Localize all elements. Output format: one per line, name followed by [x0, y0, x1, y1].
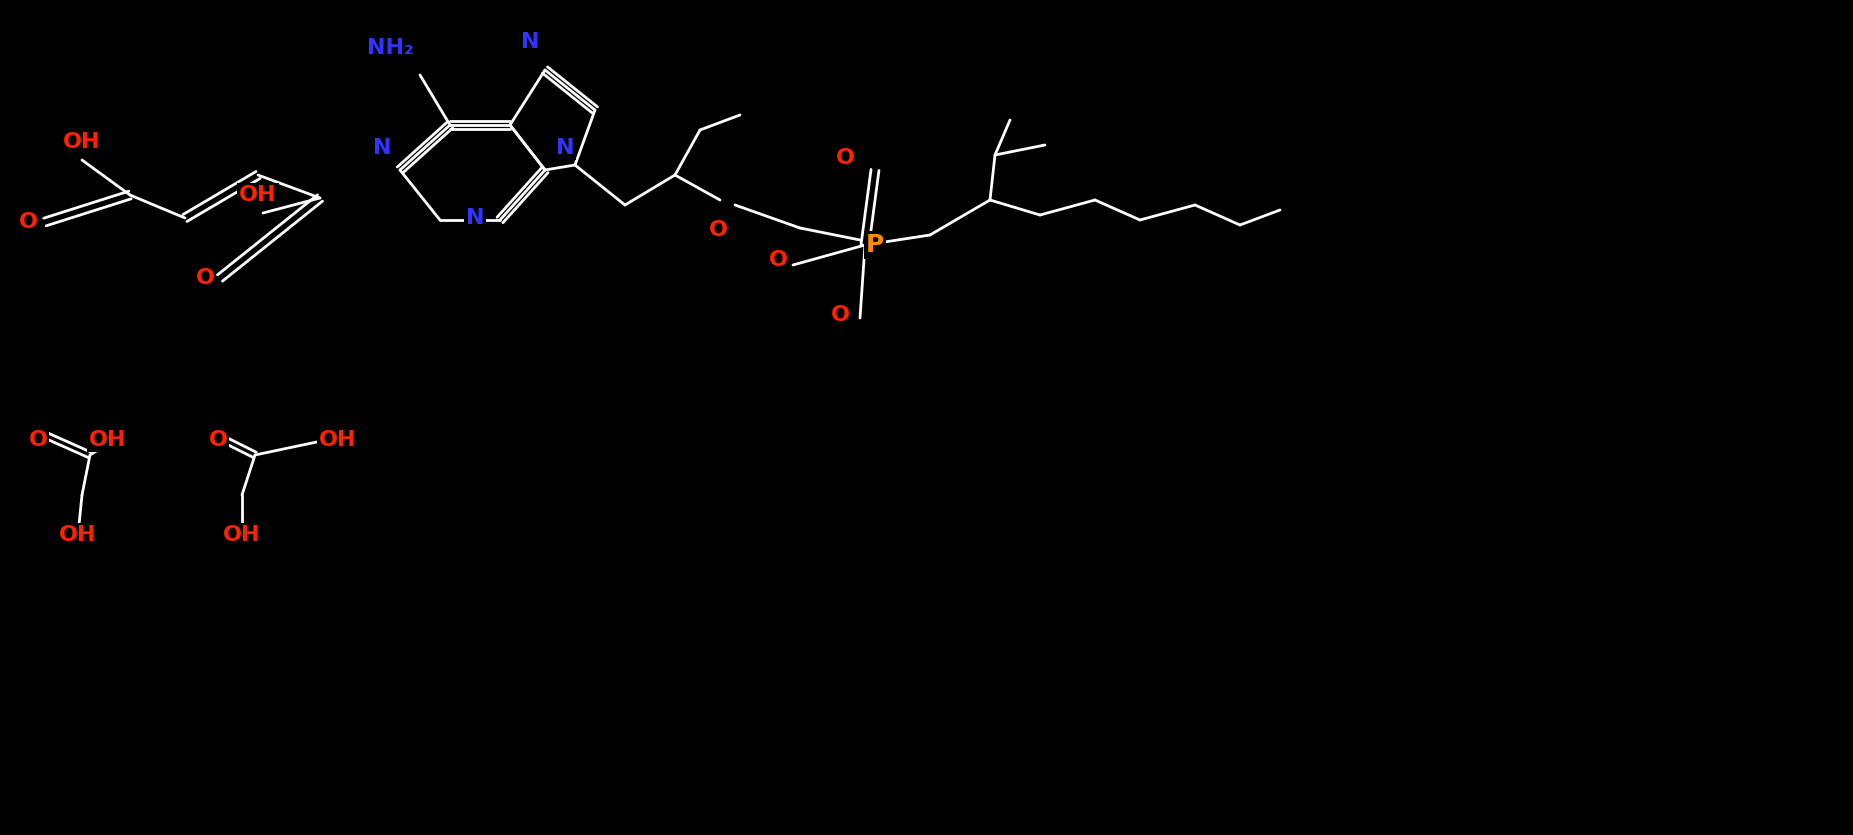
Text: O: O [19, 212, 37, 232]
Text: O: O [196, 268, 215, 288]
Text: OH: OH [222, 525, 261, 545]
Text: N: N [465, 208, 484, 228]
Text: N: N [556, 138, 574, 158]
Text: NH₂: NH₂ [367, 38, 413, 58]
Text: O: O [209, 430, 228, 450]
Text: P: P [865, 233, 884, 257]
Text: OH: OH [89, 430, 126, 450]
Text: O: O [836, 148, 854, 168]
Text: N: N [521, 32, 539, 52]
Text: N: N [372, 138, 391, 158]
Text: OH: OH [59, 525, 96, 545]
Text: OH: OH [63, 132, 100, 152]
Text: OH: OH [239, 185, 276, 205]
Text: O: O [708, 220, 728, 240]
Text: O: O [769, 250, 788, 270]
Text: O: O [830, 305, 849, 325]
Text: OH: OH [319, 430, 358, 450]
Text: O: O [28, 430, 48, 450]
